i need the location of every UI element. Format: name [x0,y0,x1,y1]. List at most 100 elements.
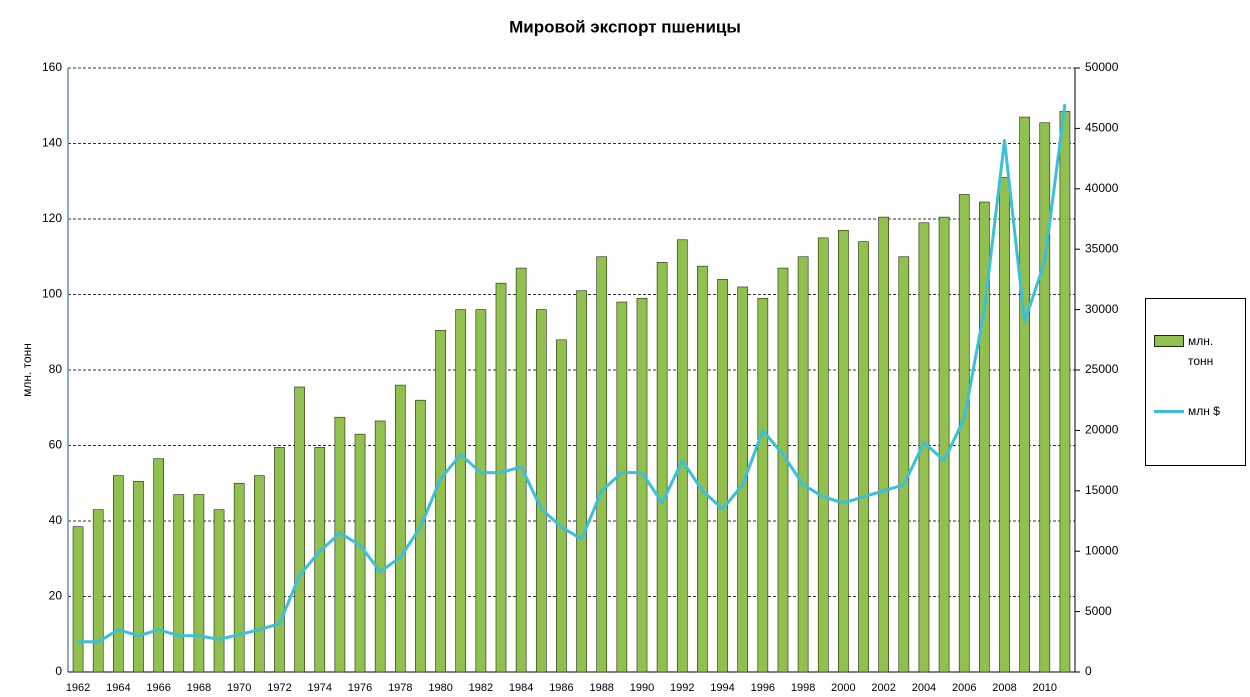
bar [797,256,809,673]
y2-tick-label: 0 [1085,664,1092,678]
y2-tick-label: 20000 [1085,423,1119,437]
bar [415,399,426,673]
bar [858,241,869,673]
bar [113,475,124,673]
bar [394,384,406,673]
legend-swatch [1154,335,1184,347]
y2-tick-label: 10000 [1085,543,1119,557]
bar [596,256,608,673]
x-tick-label: 1964 [106,682,130,694]
bar [133,481,144,673]
bar [757,297,769,673]
x-tick-label: 1970 [227,682,251,694]
y-tick-label: 140 [42,136,62,150]
x-tick-label: 2002 [871,682,895,694]
bar [334,416,346,673]
legend-swatch [1154,410,1184,413]
bar [1019,116,1030,673]
bar [958,194,970,673]
x-tick-label: 1968 [187,682,211,694]
bar [616,301,628,673]
x-tick-label: 1998 [791,682,815,694]
bar [737,286,749,673]
y2-tick-label: 30000 [1085,302,1119,316]
y-tick-label: 100 [42,287,62,301]
bar [636,297,648,673]
y-tick-label: 0 [55,664,62,678]
bar [656,262,668,673]
bar [717,279,728,673]
y2-tick-label: 15000 [1085,483,1119,497]
x-tick-label: 1978 [388,682,412,694]
bar [697,265,708,673]
bar [495,282,507,673]
legend-item: млн $ [1154,401,1243,421]
legend-label: млн. тонн [1188,334,1214,368]
x-tick-label: 1996 [751,682,775,694]
bar [274,447,285,673]
x-tick-label: 2000 [831,682,855,694]
x-tick-label: 1984 [509,682,533,694]
bar [153,458,164,673]
x-tick-label: 1992 [670,682,694,694]
bar [898,256,910,673]
x-tick-label: 1990 [630,682,654,694]
bar [817,237,829,673]
x-tick-label: 2004 [912,682,936,694]
legend-label: млн $ [1188,404,1220,418]
x-tick-label: 2010 [1033,682,1057,694]
bar [253,475,265,673]
bar [777,267,789,673]
bar [173,494,185,673]
bar [354,433,366,673]
line [78,104,1067,644]
bar [374,420,386,673]
bar [999,177,1010,673]
x-tick-label: 1976 [348,682,372,694]
bar [1039,122,1051,673]
bar [455,309,467,673]
y2-tick-label: 40000 [1085,181,1119,195]
x-tick-label: 1988 [589,682,613,694]
y-tick-label: 80 [49,362,63,376]
bar [435,330,446,673]
bar [314,447,326,673]
bar [576,290,587,673]
bar [233,482,245,673]
bar [92,509,104,673]
y2-tick-label: 5000 [1085,604,1112,618]
y-tick-label: 60 [49,438,63,452]
y-tick-label: 160 [42,60,62,74]
bar [1059,111,1071,673]
bar [676,239,688,673]
bar [938,216,950,673]
x-tick-label: 2006 [952,682,976,694]
x-tick-label: 1972 [267,682,291,694]
bar [72,526,84,673]
bar [979,201,990,673]
y2-tick-label: 50000 [1085,60,1119,74]
bar [535,309,547,673]
y2-tick-label: 35000 [1085,241,1119,255]
chart-title: Мировой экспорт пшеницы [509,17,741,36]
legend: млн. тонн млн $ [1145,298,1246,466]
bar [213,509,225,673]
y-tick-label: 120 [42,211,62,225]
y-tick-label: 40 [49,513,63,527]
x-tick-label: 1980 [428,682,452,694]
x-tick-label: 1982 [469,682,493,694]
x-tick-label: 1974 [308,682,332,694]
y2-tick-label: 25000 [1085,362,1119,376]
x-tick-label: 1986 [549,682,573,694]
x-tick-label: 1966 [146,682,170,694]
x-tick-label: 2008 [992,682,1016,694]
y2-tick-label: 45000 [1085,121,1119,135]
legend-item: млн. тонн [1154,331,1218,371]
bar [556,339,567,673]
bar [294,386,305,673]
bar [878,216,890,673]
bar [838,230,849,673]
x-tick-label: 1962 [66,682,90,694]
